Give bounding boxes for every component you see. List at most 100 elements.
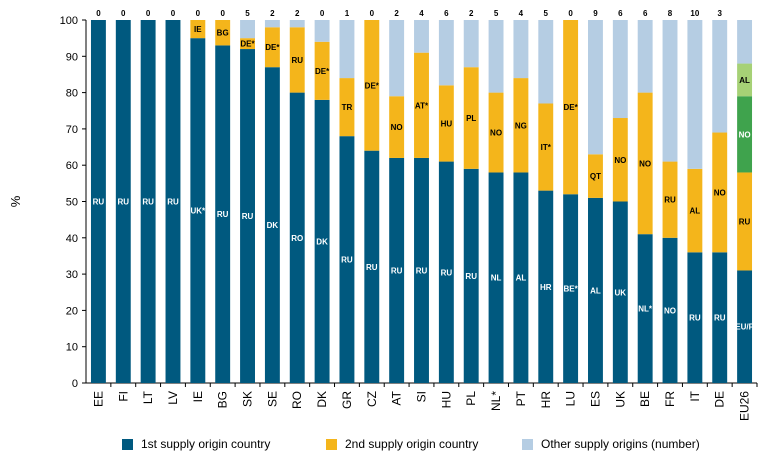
y-tick-label: 100 [60,15,78,27]
bar-other-count: 2 [469,9,474,18]
bar-other-segment [513,20,529,79]
bar-first-segment [563,194,579,383]
bars [90,20,753,384]
legend-item-second: 2nd supply origin country [326,434,478,454]
bar-first-segment [90,20,106,383]
bar-first-segment [240,49,255,383]
bar-second-segment [637,92,653,235]
x-tick-label: AT [390,390,404,405]
bar-second-label: RU [291,56,303,65]
bar-first-segment [190,38,206,384]
bar-second-label: DE* [365,81,380,90]
bar-first-segment [115,20,131,383]
bar-second-segment [339,78,355,137]
bar-second-label: DE* [315,67,330,76]
bar-first-segment [215,45,231,383]
bar-first-label: RU [689,314,701,323]
bar-other-count: 0 [370,9,375,18]
bar-other-segment [289,20,305,28]
bar-first-label: EU/P [735,323,754,332]
y-tick-label: 90 [66,51,78,63]
bar-first-label: RU [142,198,154,207]
bar-other-count: 0 [171,9,176,18]
bar-other-count: 0 [568,9,573,18]
bar-other-count: 3 [717,9,722,18]
x-tick-label: ES [588,391,602,407]
bar-second-segment [737,172,753,271]
bar-other-count: 8 [668,9,673,18]
bar-other-count: 6 [643,9,648,18]
bar-second-label: RU [739,217,751,226]
bar-second-label: NO [490,129,502,138]
bar-other-count: 0 [146,9,151,18]
bar-second-label: QT [590,172,601,181]
bar-other-count: 9 [593,9,598,18]
legend-swatch-second [326,438,337,450]
bar-second-label: DE* [563,103,578,112]
bar-first-label: UK [615,288,627,297]
bar-first-segment [364,150,380,383]
bar-first-label: AL [516,274,527,283]
bar-other-count: 5 [544,9,549,18]
bar-first-segment [314,99,330,384]
y-tick-label: 60 [66,160,78,172]
bar-second-label: IT* [541,143,552,152]
bar-first-segment [140,20,156,383]
x-tick-label: GR [340,391,354,409]
bar-other-segment [463,20,479,68]
bar-other-segment [264,20,280,28]
bar-first-segment [414,157,429,383]
bar-other-segment [588,20,603,155]
bar-other-segment [712,20,728,133]
bar-other-count: 2 [270,9,275,18]
bar-first-segment [438,161,454,383]
bar-second-label: TR [342,103,353,112]
bar-other-segment [414,20,429,53]
y-tick-label: 40 [66,233,78,245]
bar-second-label: PL [466,114,476,123]
bar-first-label: DK [267,221,279,230]
legend-label-second: 2nd supply origin country [345,437,479,451]
bar-other-segment [737,20,753,64]
y-tick-label: 0 [72,378,78,390]
bar-second-label: BG [217,29,229,38]
legend-label-first: 1st supply origin country [141,437,271,451]
bar-first-label: RO [291,234,303,243]
bar-first-segment [289,92,305,383]
y-tick-label: 30 [66,269,78,281]
bar-other-segment [687,20,703,169]
x-tick-label: EU26 [738,391,752,421]
bar-first-label: NL [491,274,502,283]
bar-first-label: RU [714,314,726,323]
bar-first-segment [737,270,753,383]
bar-other-count: 0 [96,9,101,18]
legend-swatch-first [122,438,133,450]
x-tick-label: LV [166,391,180,405]
bar-labels: RU 0 RU 0 RU 0 RU 0 UK* IE 0 RU BG 0 RU DE* 5 DK DE* 2 RO RU 2… [93,9,755,332]
bar-first-label: UK* [190,207,206,216]
bar-other-segment [662,20,678,162]
x-tick-label: HR [539,391,553,409]
bar-other-segment [637,20,653,93]
x-tick-label: NL* [489,391,503,411]
bar-second-segment [538,103,554,191]
y-axis-label: % [8,195,23,207]
bar-first-segment [712,252,728,383]
x-tick-label: PL [464,391,478,406]
x-tick-label: EE [91,391,105,407]
x-tick-label: CZ [365,391,379,407]
bar-first-segment [264,67,280,383]
x-tick-label: PT [514,390,528,406]
bar-other-count: 0 [121,9,126,18]
x-tick-label: DE [713,391,727,408]
x-tick-label: IT [688,390,702,401]
legend-item-first: 1st supply origin country [122,434,270,454]
bar-third-label: NO [739,130,751,139]
bar-second-segment [414,52,429,158]
bar-other-segment [488,20,504,93]
bar-first-segment [165,20,181,383]
bar-second-segment [364,20,380,151]
x-tick-label: SI [415,391,429,402]
